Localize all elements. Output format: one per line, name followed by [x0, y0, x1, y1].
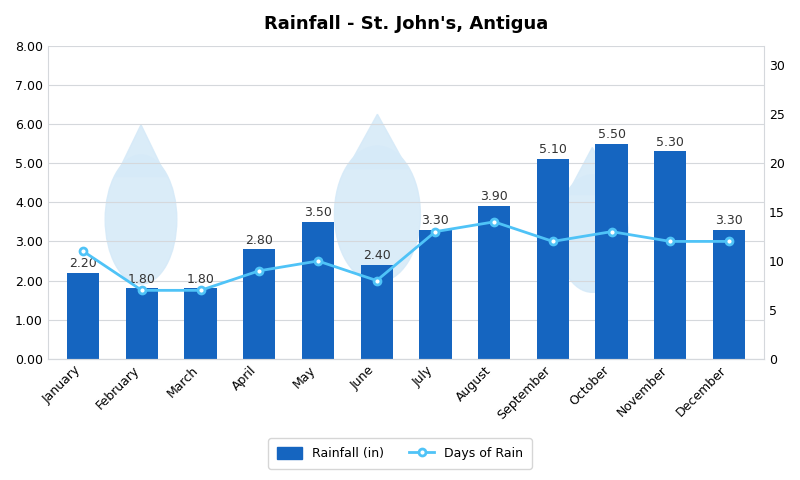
Ellipse shape	[334, 146, 420, 282]
Bar	[419, 229, 451, 359]
Text: 3.50: 3.50	[304, 206, 332, 219]
Polygon shape	[567, 147, 618, 194]
Text: 3.90: 3.90	[480, 191, 508, 204]
Text: 5.30: 5.30	[656, 136, 684, 149]
Legend: Rainfall (in), Days of Rain: Rainfall (in), Days of Rain	[268, 438, 532, 469]
Text: 3.30: 3.30	[715, 214, 743, 227]
Text: 5.10: 5.10	[539, 144, 567, 156]
Bar	[302, 222, 334, 359]
Bar	[537, 159, 569, 359]
Bar	[243, 249, 275, 359]
Ellipse shape	[557, 175, 628, 292]
Polygon shape	[116, 125, 166, 177]
Bar	[654, 151, 686, 359]
Text: 3.30: 3.30	[422, 214, 450, 227]
Text: 2.40: 2.40	[363, 249, 390, 262]
Text: 5.50: 5.50	[598, 128, 626, 141]
Text: 2.80: 2.80	[246, 233, 273, 247]
Bar	[595, 144, 628, 359]
Ellipse shape	[105, 155, 177, 284]
Bar	[478, 206, 510, 359]
Polygon shape	[347, 114, 407, 169]
Bar	[361, 265, 393, 359]
Bar	[126, 288, 158, 359]
Bar	[67, 273, 99, 359]
Text: 1.80: 1.80	[128, 273, 156, 286]
Text: 2.20: 2.20	[70, 257, 97, 270]
Bar	[184, 288, 217, 359]
Title: Rainfall - St. John's, Antigua: Rainfall - St. John's, Antigua	[264, 15, 548, 33]
Text: 1.80: 1.80	[186, 273, 214, 286]
Bar	[713, 229, 745, 359]
